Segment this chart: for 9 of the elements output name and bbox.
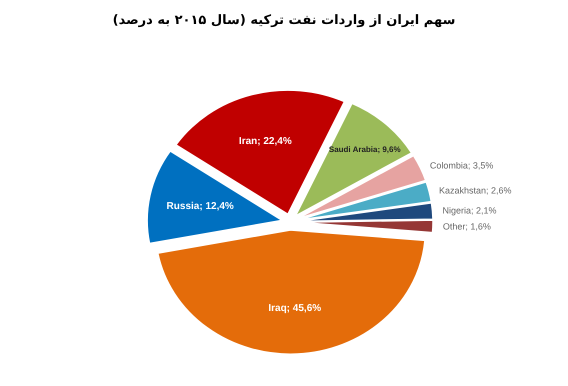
slice-label: Iraq; 45,6%	[268, 302, 322, 314]
chart-title: سهم ایران از واردات نفت ترکیه (سال ۲۰۱۵ به درصد)	[112, 13, 456, 28]
slice-label: Colombia; 3,5%	[430, 160, 494, 170]
slice-label: Nigeria; 2,1%	[442, 206, 497, 216]
slice-label: Kazakhstan; 2,6%	[439, 185, 512, 196]
slice-label: Saudi Arabia; 9,6%	[328, 144, 402, 156]
slice-label: Other; 1,6%	[442, 222, 491, 232]
slice-label: Iran; 22,4%	[238, 136, 292, 148]
slice-label: Russia; 12,4%	[166, 200, 234, 212]
